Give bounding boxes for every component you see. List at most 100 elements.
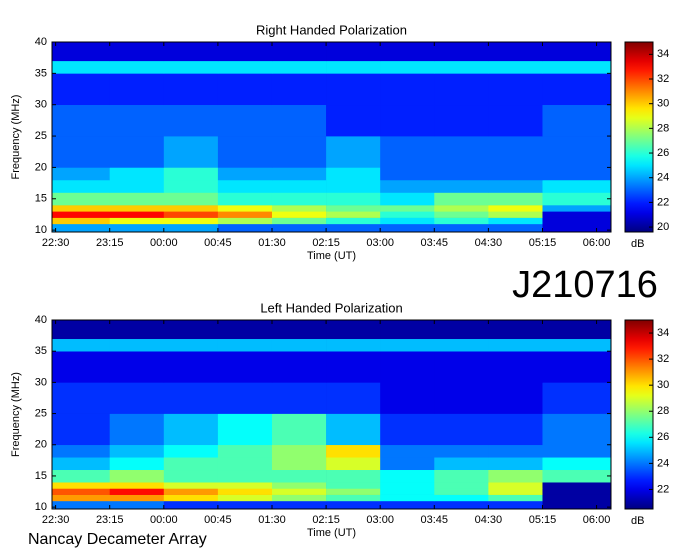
heatmap-cell (52, 136, 111, 168)
heatmap-cell (163, 73, 219, 106)
heatmap-cell (271, 192, 327, 206)
heatmap-cell (488, 469, 543, 483)
heatmap-cell (488, 104, 543, 137)
colorbar-tick-label: 30 (657, 98, 669, 110)
heatmap-cell (271, 469, 327, 483)
heatmap-cell (271, 42, 327, 62)
y-tick-label: 40 (35, 314, 47, 326)
heatmap-cell (434, 482, 489, 489)
y-tick-label: 25 (35, 130, 47, 142)
heatmap-cell (52, 192, 111, 206)
heatmap-cell (488, 382, 543, 414)
heatmap-cell (52, 444, 111, 458)
colorbar-frame (624, 319, 654, 510)
heatmap-cell (163, 320, 219, 340)
heatmap-cell (488, 338, 543, 352)
y-tick-label: 20 (35, 439, 47, 451)
heatmap-cell (380, 469, 435, 483)
heatmap-cell (217, 500, 273, 510)
heatmap-cell (488, 482, 543, 489)
heatmap-cell (52, 42, 111, 62)
heatmap-cell (434, 104, 489, 137)
heatmap-cell (380, 457, 435, 471)
colorbar (625, 320, 653, 509)
x-tick-label: 02:15 (312, 237, 340, 249)
heatmap-cell (271, 104, 327, 137)
heatmap-cell (163, 482, 219, 489)
heatmap-cell (542, 192, 612, 206)
heatmap-cell (109, 500, 165, 510)
x-tick-label: 03:00 (366, 514, 394, 526)
heatmap-cell (434, 73, 489, 106)
x-axis-label: Time (UT) (307, 250, 356, 262)
heatmap-cell (434, 223, 489, 233)
heatmap-cell (380, 104, 435, 137)
heatmap-cell (271, 320, 327, 340)
heatmap-cell (488, 179, 543, 193)
heatmap-cell (542, 211, 612, 218)
heatmap-cell (217, 104, 273, 137)
heatmap-cell (326, 42, 381, 62)
y-tick-label: 30 (35, 376, 47, 388)
heatmap-cell (163, 192, 219, 206)
heatmap-cell (434, 179, 489, 193)
heatmap-cell (488, 413, 543, 446)
heatmap-cell (271, 382, 327, 414)
heatmap-cell (271, 223, 327, 233)
colorbar-tick-label: 34 (657, 327, 669, 339)
heatmap-cell (542, 457, 612, 471)
heatmap-cell (52, 351, 111, 383)
heatmap-cell (380, 382, 435, 414)
heatmap-cell (542, 494, 612, 502)
heatmap-cell (217, 60, 273, 74)
heatmap-cell (488, 457, 543, 471)
heatmap-cell (109, 482, 165, 489)
colorbar-label: dB (631, 238, 644, 250)
heatmap-cell (271, 488, 327, 495)
heatmap-cell (217, 494, 273, 502)
heatmap-cell (434, 457, 489, 471)
heatmap-cell (488, 42, 543, 62)
y-axis-label: Frequency (MHz) (10, 95, 22, 180)
heatmap-cell (326, 444, 381, 458)
heatmap-cell (326, 223, 381, 233)
heatmap-cell (109, 205, 165, 212)
heatmap-cell (52, 382, 111, 414)
heatmap-cell (163, 104, 219, 137)
y-tick-label: 15 (35, 470, 47, 482)
x-tick-label: 06:00 (583, 514, 611, 526)
heatmap-cell (217, 444, 273, 458)
station-label: J210716 (512, 264, 658, 306)
colorbar-tick-label: 22 (657, 196, 669, 208)
heatmap-cell (52, 211, 111, 218)
heatmap-cell (434, 444, 489, 458)
heatmap-cell (109, 211, 165, 218)
heatmap-cell (163, 338, 219, 352)
heatmap-cell (542, 469, 612, 483)
heatmap-cell (163, 136, 219, 168)
x-tick-label: 05:15 (529, 514, 557, 526)
heatmap-cell (163, 42, 219, 62)
heatmap-cell (380, 192, 435, 206)
heatmap-cell (109, 104, 165, 137)
heatmap-cell (271, 217, 327, 225)
heatmap-cell (163, 382, 219, 414)
footer-label: Nancay Decameter Array (28, 531, 207, 548)
heatmap-cell (488, 494, 543, 502)
heatmap-cell (109, 457, 165, 471)
heatmap-cell (52, 205, 111, 212)
heatmap-cell (434, 320, 489, 340)
x-tick-label: 00:45 (204, 237, 232, 249)
heatmap-cell (163, 205, 219, 212)
colorbar-tick-label: 26 (657, 147, 669, 159)
heatmap-cell (109, 179, 165, 193)
y-tick-label: 35 (35, 345, 47, 357)
heatmap-cell (326, 60, 381, 74)
heatmap-cell (109, 192, 165, 206)
heatmap-cell (542, 179, 612, 193)
heatmap-cell (326, 482, 381, 489)
heatmap-cell (217, 223, 273, 233)
heatmap-cell (109, 488, 165, 495)
heatmap-cell (271, 351, 327, 383)
